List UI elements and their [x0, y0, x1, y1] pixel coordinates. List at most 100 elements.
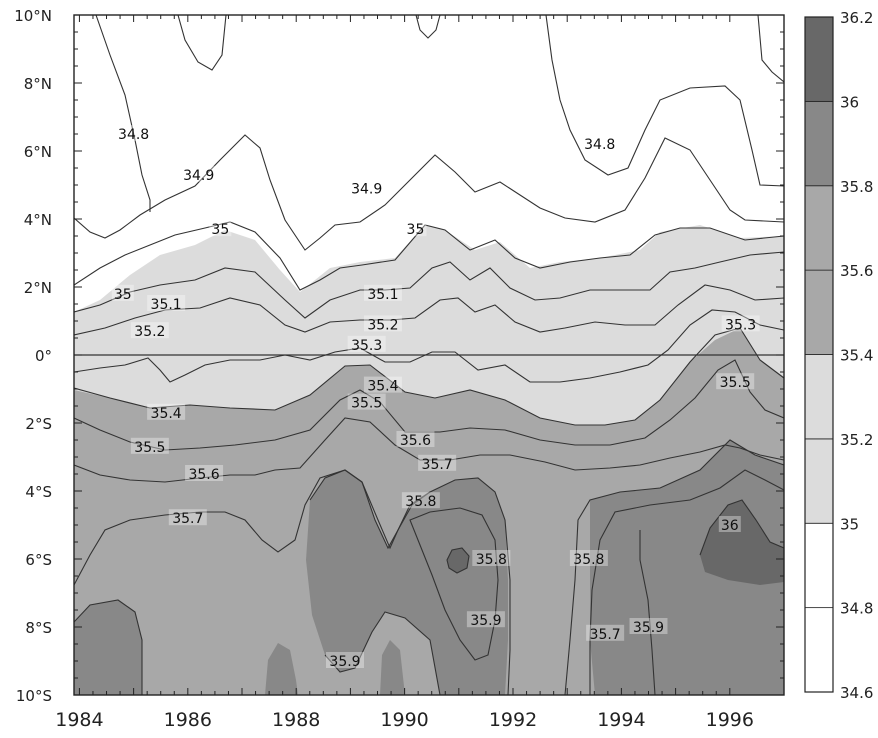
contour-line-35-4 [74, 327, 784, 426]
y-tick-label: 4°N [24, 211, 52, 229]
y-tick-label: 6°N [24, 143, 52, 161]
contour-label: 35.3 [725, 317, 756, 333]
contour-label-bg [185, 465, 224, 481]
band-fill-highest-dot [447, 548, 469, 573]
contour-label-bg [363, 284, 402, 301]
contour-label-bg [347, 393, 386, 410]
contour-label-bg [718, 516, 741, 532]
contour-line-35-9-lower [324, 611, 441, 695]
x-tick-label: 1988 [272, 709, 320, 731]
y-tick-label: 0° [35, 347, 52, 365]
x-axis: 1984 1986 1988 1990 1992 1994 1996 [55, 15, 754, 731]
x-tick-label: 1986 [164, 709, 212, 731]
colorbar-band [804, 354, 834, 440]
contour-label: 35.9 [329, 654, 360, 670]
contour-label: 35.4 [367, 379, 398, 395]
contour-label-bg [209, 220, 232, 237]
contour-label-bg [721, 315, 760, 332]
contour-line-34-8-e [757, 15, 784, 83]
contour-line-35-0 [74, 221, 784, 291]
contour-label-bg [580, 135, 619, 152]
y-axis: 10°N 8°N 6°N 4°N 2°N 0° 2°S 4°S 6°S 8°S 10°S [14, 7, 784, 705]
contour-line-36-0 [699, 499, 784, 556]
contour-label-bg [629, 618, 668, 634]
contour-label: 34.8 [118, 127, 149, 143]
contour-label: 34.9 [183, 168, 214, 184]
contour-line-35-9-center [309, 469, 431, 550]
contour-line-35-9-west [74, 599, 143, 695]
colorbar-band [804, 522, 834, 609]
y-tick-label: 10°S [16, 687, 52, 705]
colorbar-band [804, 438, 834, 524]
contour-label: 35.6 [188, 467, 219, 483]
contour-label: 35.5 [351, 396, 382, 412]
colorbar-band [804, 269, 834, 355]
y-tick-label: 4°S [25, 483, 52, 501]
colorbar-label: 35 [840, 515, 859, 533]
contour-line-35-5 [74, 359, 784, 451]
contour-label: 35.8 [476, 552, 507, 568]
contour-line-34-9 [74, 134, 784, 251]
contour-line-35-1 [74, 251, 784, 319]
contour-label-bg [569, 550, 608, 566]
contour-label-bg [147, 403, 186, 420]
contour-line-35-8-b [589, 469, 784, 695]
contour-label-bg [111, 284, 134, 301]
band-fill-highest-east [700, 500, 784, 585]
contour-labels: 34.8 34.9 34.9 34.8 35 35 35 35.1 35.1 35.2 35.2 35… [111, 125, 760, 670]
contour-line-34-8-c [415, 15, 441, 39]
contour-label-bg [130, 437, 169, 454]
colorbar-label: 36.2 [840, 9, 873, 27]
contour-line-35-2 [74, 284, 784, 336]
contour-line-34-8-b [177, 15, 227, 71]
contour-label: 35.7 [590, 627, 621, 643]
contour-label: 35.3 [351, 338, 382, 354]
contour-line-35-6 [74, 417, 784, 483]
contour-line-35-3 [74, 309, 784, 383]
contour-label: 35.6 [400, 433, 431, 449]
colorbar-label: 34.6 [840, 684, 873, 702]
y-tick-label: 10°N [14, 7, 52, 25]
contour-label-bg [363, 376, 402, 393]
x-tick-label: 1990 [380, 709, 428, 731]
contour-label: 34.8 [584, 137, 615, 153]
colorbar-label: 35.8 [840, 178, 873, 196]
contour-label: 35.1 [367, 287, 398, 303]
contour-label: 35 [407, 222, 425, 238]
contour-label-bg [347, 179, 386, 196]
y-tick-label: 2°S [25, 415, 52, 433]
contour-label: 35.7 [172, 511, 203, 527]
contour-label-bg [586, 624, 625, 641]
contour-line-35-8-a [409, 507, 499, 661]
contour-label-bg [347, 335, 386, 352]
colorbar-frame [804, 16, 834, 693]
contour-line-35-7-b [564, 439, 784, 695]
contour-label: 35 [211, 222, 229, 238]
contour-lines [74, 15, 784, 695]
contour-label-bg [418, 454, 457, 471]
contour-label: 35.9 [470, 613, 501, 629]
contour-label: 35.7 [422, 457, 453, 473]
x-tick-label: 1992 [489, 709, 537, 731]
contour-line-35-9-east [639, 530, 656, 695]
colorbar-label: 36 [840, 93, 859, 111]
colorbar-band [804, 16, 834, 102]
contour-line-36-0-dot [446, 547, 470, 574]
contour-label-bg [325, 652, 364, 668]
contour-label: 35.9 [633, 620, 664, 636]
contour-label: 35.1 [151, 297, 182, 313]
band-fill-higher-small [265, 643, 298, 695]
contour-label-bg [179, 165, 218, 182]
colorbar-label: 35.2 [840, 431, 873, 449]
band-fill-higher-small2 [380, 640, 405, 695]
contour-line-34-8-a [95, 15, 151, 212]
y-tick-label: 2°N [24, 279, 52, 297]
colorbar-band [804, 100, 834, 187]
contour-label: 35.8 [573, 552, 604, 568]
colorbar-label: 35.4 [840, 347, 873, 365]
colorbar-label: 34.8 [840, 600, 873, 618]
contour-label-bg [401, 492, 440, 509]
y-tick-label: 8°N [24, 75, 52, 93]
colorbar-band [804, 185, 834, 271]
